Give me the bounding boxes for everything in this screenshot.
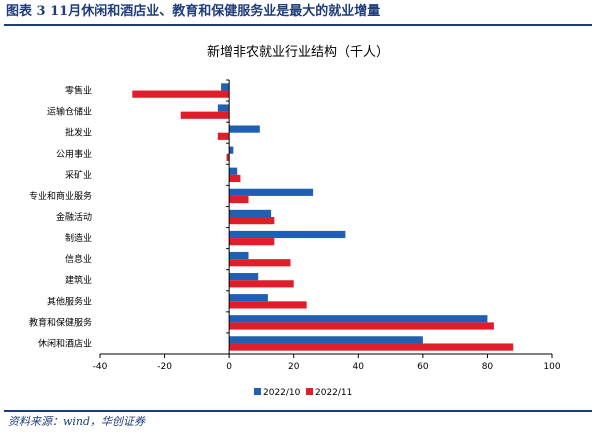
category-label: 采矿业 xyxy=(65,169,92,181)
bar xyxy=(217,104,230,112)
chart-title: 新增非农就业行业结构（千人） xyxy=(207,44,389,60)
x-tick-label: -40 xyxy=(93,362,108,372)
x-tick-label: -20 xyxy=(157,362,172,372)
bars-layer xyxy=(132,83,514,351)
x-tick-label: 40 xyxy=(353,362,365,372)
bar xyxy=(180,111,230,119)
x-tick-label: 0 xyxy=(226,362,232,372)
bar xyxy=(229,251,249,260)
category-label: 教育和保健服务 xyxy=(29,316,92,328)
bar xyxy=(132,90,230,98)
bar xyxy=(229,209,272,217)
category-label: 专业和商业服务 xyxy=(29,190,92,202)
bar xyxy=(226,153,230,161)
bar xyxy=(229,167,238,175)
bar xyxy=(229,336,423,344)
bar xyxy=(229,217,275,225)
legend-label: 2022/10 xyxy=(263,388,301,398)
bar xyxy=(229,238,275,246)
bar xyxy=(229,315,488,323)
category-label: 其他服务业 xyxy=(47,295,92,307)
legend-swatch xyxy=(306,388,313,395)
axes-layer: -40 -20 0 20 40 60 80 100 xyxy=(93,79,561,372)
category-label: 金融活动 xyxy=(56,211,92,223)
category-label: 制造业 xyxy=(65,232,92,244)
legend: 2022/10 2022/11 xyxy=(254,388,352,398)
category-label: 运输仓储业 xyxy=(47,106,92,118)
legend-label: 2022/11 xyxy=(315,388,352,398)
category-label: 休闲和酒店业 xyxy=(38,337,92,349)
bar xyxy=(229,294,268,302)
bar xyxy=(221,83,230,91)
category-labels: 零售业运输仓储业批发业公用事业采矿业专业和商业服务金融活动制造业信息业建筑业其他… xyxy=(29,85,92,350)
bar xyxy=(229,146,234,154)
category-label: 批发业 xyxy=(65,127,92,139)
top-rule xyxy=(4,24,592,26)
category-label: 建筑业 xyxy=(65,274,92,286)
bar xyxy=(229,259,291,267)
x-tick-label: 60 xyxy=(417,362,429,372)
legend-swatch xyxy=(254,388,261,395)
x-tick-label: 20 xyxy=(288,362,300,372)
figure-title: 图表 3 11月休闲和酒店业、教育和保健服务业是最大的就业增量 xyxy=(6,4,381,19)
category-label: 信息业 xyxy=(65,253,92,265)
bar xyxy=(229,301,307,309)
x-tick-label: 100 xyxy=(543,362,560,372)
bottom-rule xyxy=(4,410,592,412)
category-label: 公用事业 xyxy=(56,148,92,160)
bar xyxy=(229,322,494,330)
bar xyxy=(229,174,241,183)
bar xyxy=(229,230,346,239)
bar xyxy=(229,188,314,196)
bar xyxy=(229,125,260,133)
bar xyxy=(229,273,259,281)
category-label: 零售业 xyxy=(65,85,92,97)
bar xyxy=(229,280,294,288)
source-note: 资料来源：wind，华创证券 xyxy=(8,415,146,428)
bar xyxy=(217,132,230,140)
bar xyxy=(229,343,514,351)
bar xyxy=(229,195,249,204)
x-tick-label: 80 xyxy=(482,362,494,372)
